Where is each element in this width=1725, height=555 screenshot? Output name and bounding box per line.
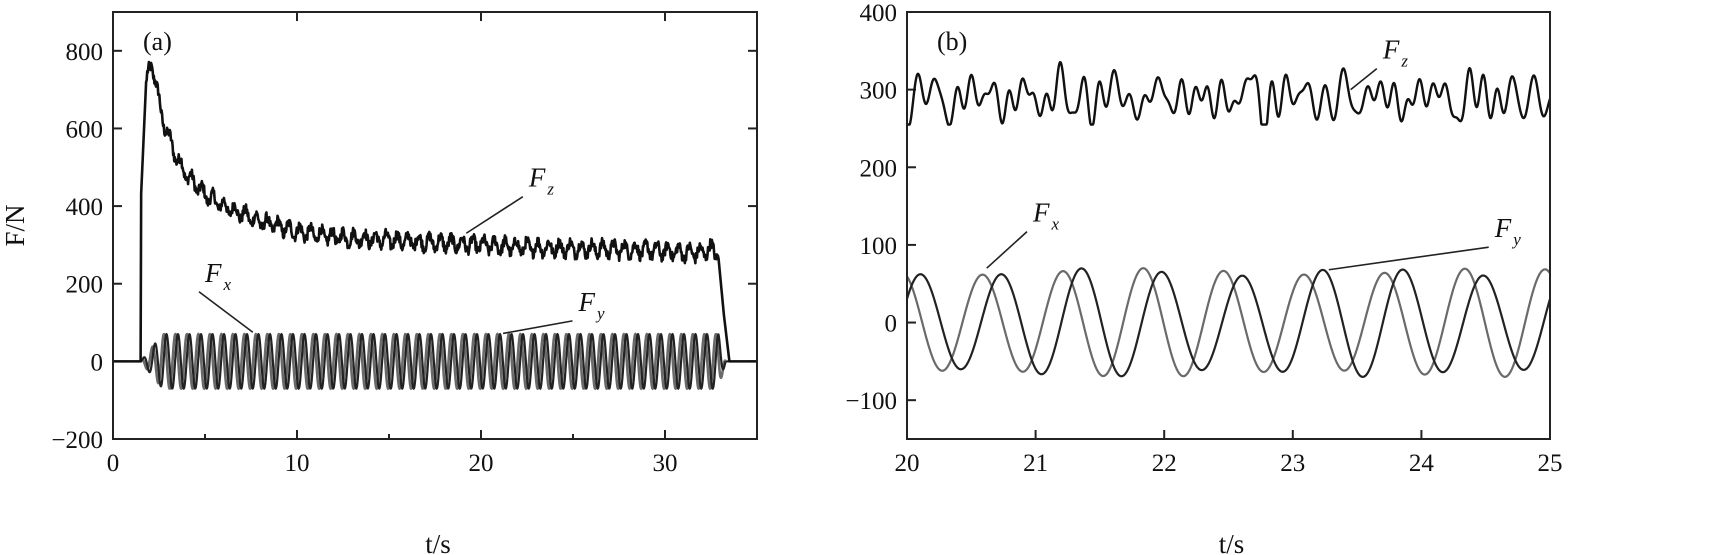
panel-a-annotation-sub: y <box>595 304 605 323</box>
panel-b-ytick-label: −100 <box>845 388 897 415</box>
panel-b-xtick-label: 20 <box>895 450 920 477</box>
panel-b-ytick-label: 0 <box>885 311 898 338</box>
panel-b-xtick-label: 24 <box>1409 450 1435 477</box>
panel-a-xtick-label: 20 <box>469 450 494 477</box>
panel-b-ytick-label: 100 <box>860 233 898 260</box>
panel-a-ylabel: F/N <box>0 204 30 246</box>
fb-series-fz <box>908 61 1549 126</box>
panel-a-annotation-sub: x <box>223 275 232 294</box>
panel-a-ytick-label: 600 <box>66 116 104 143</box>
fb-series-fy <box>908 267 1549 378</box>
panel-b-annotation-leader <box>1350 67 1378 91</box>
panel-b-ytick-label: 300 <box>860 78 898 105</box>
fa-series-fz <box>114 60 756 363</box>
panel-b-annotation-leader <box>1328 246 1489 271</box>
panel-a-annotation-sub: z <box>546 180 554 199</box>
panel-a-ytick-label: 800 <box>66 39 104 66</box>
panel-a-ytick-label: 400 <box>66 194 104 221</box>
panel-b-xlabel: t/s <box>1219 529 1245 555</box>
panel-b-tag: (b) <box>937 27 967 56</box>
panel-b-xtick-label: 25 <box>1538 450 1563 477</box>
fb-series-fx <box>908 267 1549 378</box>
panel-b-annotation-leader <box>986 231 1028 269</box>
panel-a-ytick-label: 200 <box>66 272 104 299</box>
panel-a-annotation-leader <box>502 320 573 335</box>
panel-a-xtick-label: 30 <box>653 450 678 477</box>
panel-b-xtick-label: 21 <box>1023 450 1048 477</box>
panel-a-frame <box>112 11 758 440</box>
panel-b-frame <box>906 11 1551 440</box>
panel-a-ytick-label: −200 <box>51 427 103 454</box>
panel-a-xlabel: t/s <box>425 529 451 555</box>
panel-a-ytick-label: 0 <box>91 349 104 376</box>
panel-b-annotation-sub: x <box>1051 215 1060 234</box>
panel-b-xtick-label: 22 <box>1152 450 1177 477</box>
panel-b-ytick-label: 400 <box>860 0 898 27</box>
panel-a-tag: (a) <box>143 27 172 56</box>
panel-a-annotation-leader <box>198 291 254 333</box>
panel-b-annotation-sub: y <box>1511 230 1521 249</box>
panel-a-annotation-leader <box>465 196 524 234</box>
fa-series-fx <box>140 332 727 391</box>
panel-b-plot-area <box>908 61 1549 378</box>
panel-b-xtick-label: 23 <box>1280 450 1305 477</box>
panel-b-annotation-sub: z <box>1400 52 1408 71</box>
panel-a-plot-area <box>114 60 756 391</box>
panel-a-xtick-label: 0 <box>107 450 120 477</box>
panel-b-ytick-label: 200 <box>860 155 898 182</box>
panel-a-xtick-label: 10 <box>285 450 310 477</box>
fa-series-fy <box>139 332 727 391</box>
